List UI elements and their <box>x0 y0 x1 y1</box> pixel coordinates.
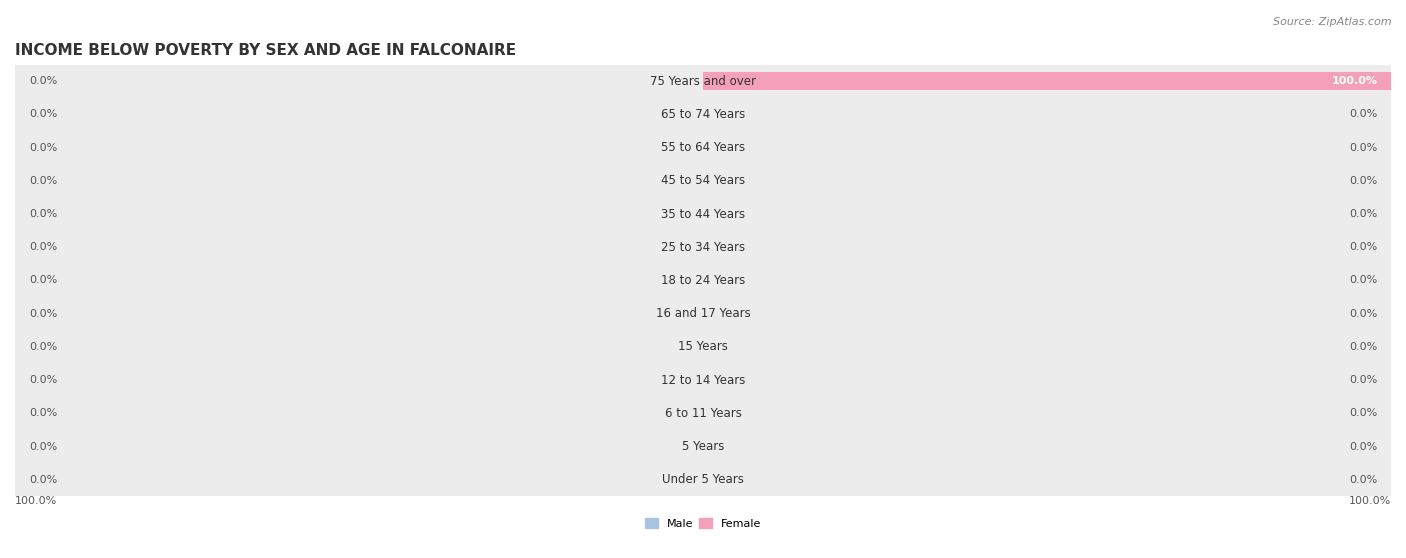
Text: 0.0%: 0.0% <box>1348 176 1378 186</box>
Text: 100.0%: 100.0% <box>1348 497 1391 506</box>
Text: 35 to 44 Years: 35 to 44 Years <box>661 208 745 220</box>
Text: 0.0%: 0.0% <box>28 408 58 418</box>
Bar <box>15 164 1391 198</box>
Text: 0.0%: 0.0% <box>1348 475 1378 485</box>
Text: 0.0%: 0.0% <box>28 143 58 152</box>
Legend: Male, Female: Male, Female <box>640 513 766 533</box>
Bar <box>15 363 1391 397</box>
Text: 65 to 74 Years: 65 to 74 Years <box>661 108 745 121</box>
Text: 100.0%: 100.0% <box>1331 76 1378 86</box>
Text: 45 to 54 Years: 45 to 54 Years <box>661 174 745 187</box>
Text: 15 Years: 15 Years <box>678 340 728 353</box>
Text: 0.0%: 0.0% <box>1348 209 1378 219</box>
Text: Under 5 Years: Under 5 Years <box>662 473 744 486</box>
Text: 5 Years: 5 Years <box>682 440 724 453</box>
Text: Source: ZipAtlas.com: Source: ZipAtlas.com <box>1274 17 1392 27</box>
Text: 0.0%: 0.0% <box>1348 242 1378 252</box>
Text: 18 to 24 Years: 18 to 24 Years <box>661 274 745 287</box>
Text: 16 and 17 Years: 16 and 17 Years <box>655 307 751 320</box>
Text: 0.0%: 0.0% <box>28 242 58 252</box>
Bar <box>15 430 1391 463</box>
Text: INCOME BELOW POVERTY BY SEX AND AGE IN FALCONAIRE: INCOME BELOW POVERTY BY SEX AND AGE IN F… <box>15 43 516 58</box>
Bar <box>15 198 1391 230</box>
Text: 0.0%: 0.0% <box>1348 375 1378 385</box>
Bar <box>15 297 1391 330</box>
Bar <box>15 264 1391 297</box>
Text: 12 to 14 Years: 12 to 14 Years <box>661 374 745 387</box>
Bar <box>15 230 1391 264</box>
Text: 25 to 34 Years: 25 to 34 Years <box>661 240 745 254</box>
Text: 0.0%: 0.0% <box>1348 342 1378 352</box>
Text: 0.0%: 0.0% <box>1348 276 1378 286</box>
Text: 100.0%: 100.0% <box>15 497 58 506</box>
Text: 0.0%: 0.0% <box>1348 109 1378 119</box>
Text: 0.0%: 0.0% <box>28 209 58 219</box>
Bar <box>15 98 1391 131</box>
Bar <box>15 397 1391 430</box>
Text: 75 Years and over: 75 Years and over <box>650 75 756 88</box>
Text: 0.0%: 0.0% <box>28 276 58 286</box>
Bar <box>15 65 1391 98</box>
Bar <box>703 72 1391 90</box>
Text: 6 to 11 Years: 6 to 11 Years <box>665 407 741 420</box>
Text: 0.0%: 0.0% <box>28 109 58 119</box>
Text: 0.0%: 0.0% <box>28 475 58 485</box>
Text: 55 to 64 Years: 55 to 64 Years <box>661 141 745 154</box>
Text: 0.0%: 0.0% <box>1348 408 1378 418</box>
Text: 0.0%: 0.0% <box>28 309 58 319</box>
Text: 0.0%: 0.0% <box>1348 143 1378 152</box>
Text: 0.0%: 0.0% <box>28 76 58 86</box>
Text: 0.0%: 0.0% <box>1348 441 1378 451</box>
Bar <box>15 463 1391 497</box>
Bar <box>15 131 1391 164</box>
Text: 0.0%: 0.0% <box>1348 309 1378 319</box>
Bar <box>15 330 1391 363</box>
Text: 0.0%: 0.0% <box>28 375 58 385</box>
Text: 0.0%: 0.0% <box>28 176 58 186</box>
Text: 0.0%: 0.0% <box>28 342 58 352</box>
Text: 0.0%: 0.0% <box>28 441 58 451</box>
